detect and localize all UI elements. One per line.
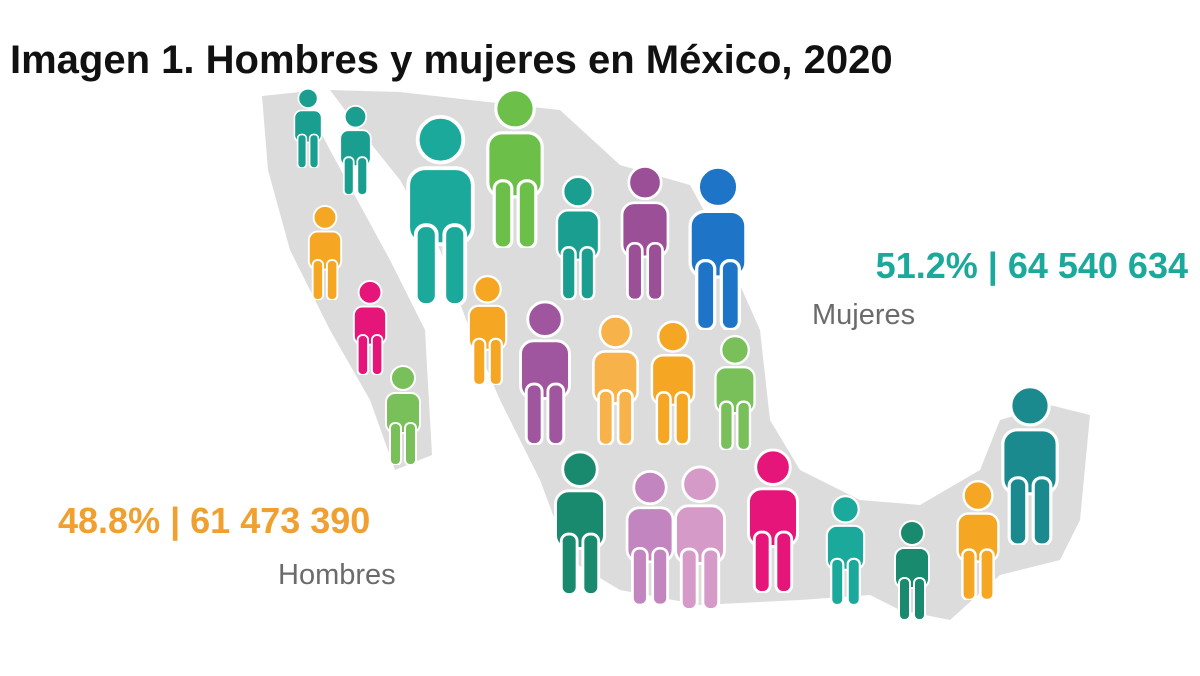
title: Imagen 1. Hombres y mujeres en México, 2… [10,38,893,82]
men-label: Hombres [278,559,396,591]
women-stat: 51.2% | 64 540 634 [876,245,1188,287]
person-icon [554,450,606,595]
person-icon [339,105,372,195]
women-label: Mujeres [812,299,915,331]
men-stat: 48.8% | 61 473 390 [58,500,370,542]
person-icon [406,115,475,305]
